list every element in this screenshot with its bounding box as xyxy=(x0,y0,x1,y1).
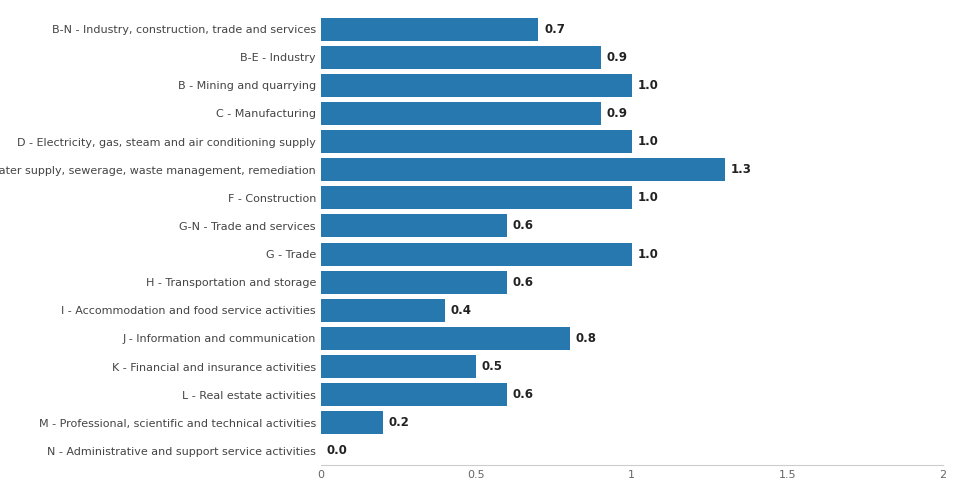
Text: 0.4: 0.4 xyxy=(451,304,471,317)
Bar xyxy=(321,412,383,434)
Text: 0.6: 0.6 xyxy=(513,276,534,288)
Bar xyxy=(321,242,632,266)
Text: 1.0: 1.0 xyxy=(638,135,658,148)
Text: 0.9: 0.9 xyxy=(607,107,627,120)
Bar xyxy=(321,46,601,68)
Bar xyxy=(321,214,507,238)
Text: 0.5: 0.5 xyxy=(482,360,503,373)
Text: 1.0: 1.0 xyxy=(638,248,658,260)
Text: 0.7: 0.7 xyxy=(544,22,565,36)
Text: 0.9: 0.9 xyxy=(607,50,627,64)
Bar xyxy=(321,18,538,40)
Bar xyxy=(321,158,725,181)
Text: 0.6: 0.6 xyxy=(513,388,534,401)
Bar xyxy=(321,74,632,97)
Bar xyxy=(321,186,632,210)
Bar xyxy=(321,299,445,322)
Bar xyxy=(321,102,601,125)
Text: 0.2: 0.2 xyxy=(389,416,409,430)
Bar xyxy=(321,327,570,350)
Bar xyxy=(321,130,632,153)
Bar xyxy=(321,355,476,378)
Text: 1.0: 1.0 xyxy=(638,79,658,92)
Bar xyxy=(321,383,507,406)
Text: 0.0: 0.0 xyxy=(327,444,347,458)
Text: 1.0: 1.0 xyxy=(638,192,658,204)
Text: 0.8: 0.8 xyxy=(575,332,596,345)
Text: 1.3: 1.3 xyxy=(731,163,751,176)
Bar xyxy=(321,270,507,293)
Text: 0.6: 0.6 xyxy=(513,220,534,232)
